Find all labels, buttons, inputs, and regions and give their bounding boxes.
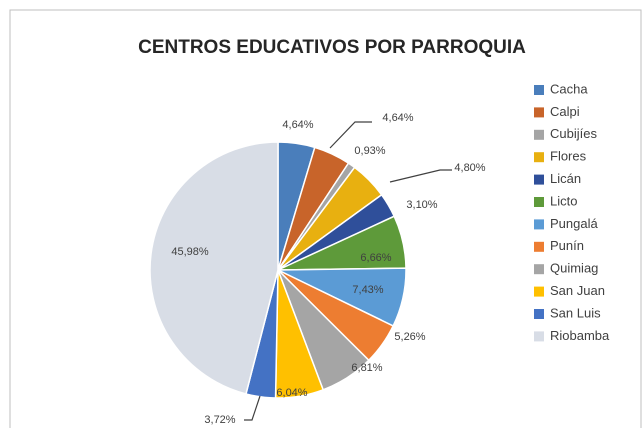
legend-label: Quimiag xyxy=(550,261,598,276)
legend-swatch xyxy=(534,286,544,297)
legend-swatch xyxy=(534,107,544,118)
data-label: 6,04% xyxy=(276,387,307,399)
leader-line xyxy=(244,395,261,421)
data-label: 6,66% xyxy=(360,252,391,264)
legend-label: Cacha xyxy=(550,81,588,96)
legend-label: Licto xyxy=(550,193,577,208)
legend-label: Punín xyxy=(550,238,584,253)
legend-swatch xyxy=(534,241,544,252)
legend-label: Riobamba xyxy=(550,328,610,343)
legend-swatch xyxy=(534,264,544,275)
legend-label: Calpi xyxy=(550,104,580,119)
leader-line xyxy=(389,169,452,183)
data-label: 0,93% xyxy=(354,145,385,157)
legend-label: San Luis xyxy=(550,305,601,320)
data-label: 6,81% xyxy=(351,362,382,374)
pie-slice xyxy=(149,141,279,395)
data-label: 4,64% xyxy=(282,119,313,131)
data-label: 3,10% xyxy=(406,199,437,211)
legend-label: Pungalá xyxy=(550,216,598,231)
legend-swatch xyxy=(534,219,544,230)
legend-swatch xyxy=(534,129,544,140)
legend-label: San Juan xyxy=(550,283,605,298)
chart-title: CENTROS EDUCATIVOS POR PARROQUIA xyxy=(138,37,526,58)
legend-swatch xyxy=(534,331,544,342)
legend-swatch xyxy=(534,85,544,95)
leader-line xyxy=(329,121,372,149)
data-label: 5,26% xyxy=(394,331,425,343)
legend-label: Licán xyxy=(550,171,581,186)
legend-swatch xyxy=(534,197,544,207)
legend-swatch xyxy=(534,152,544,163)
data-label: 4,64% xyxy=(382,112,413,124)
legend-label: Flores xyxy=(550,149,587,164)
legend-label: Cubijíes xyxy=(550,126,597,141)
data-label: 45,98% xyxy=(171,246,209,258)
legend-swatch xyxy=(534,309,544,319)
data-label: 4,80% xyxy=(454,162,485,174)
legend-swatch xyxy=(534,174,544,185)
data-label: 7,43% xyxy=(352,284,383,296)
data-label: 3,72% xyxy=(204,414,235,426)
